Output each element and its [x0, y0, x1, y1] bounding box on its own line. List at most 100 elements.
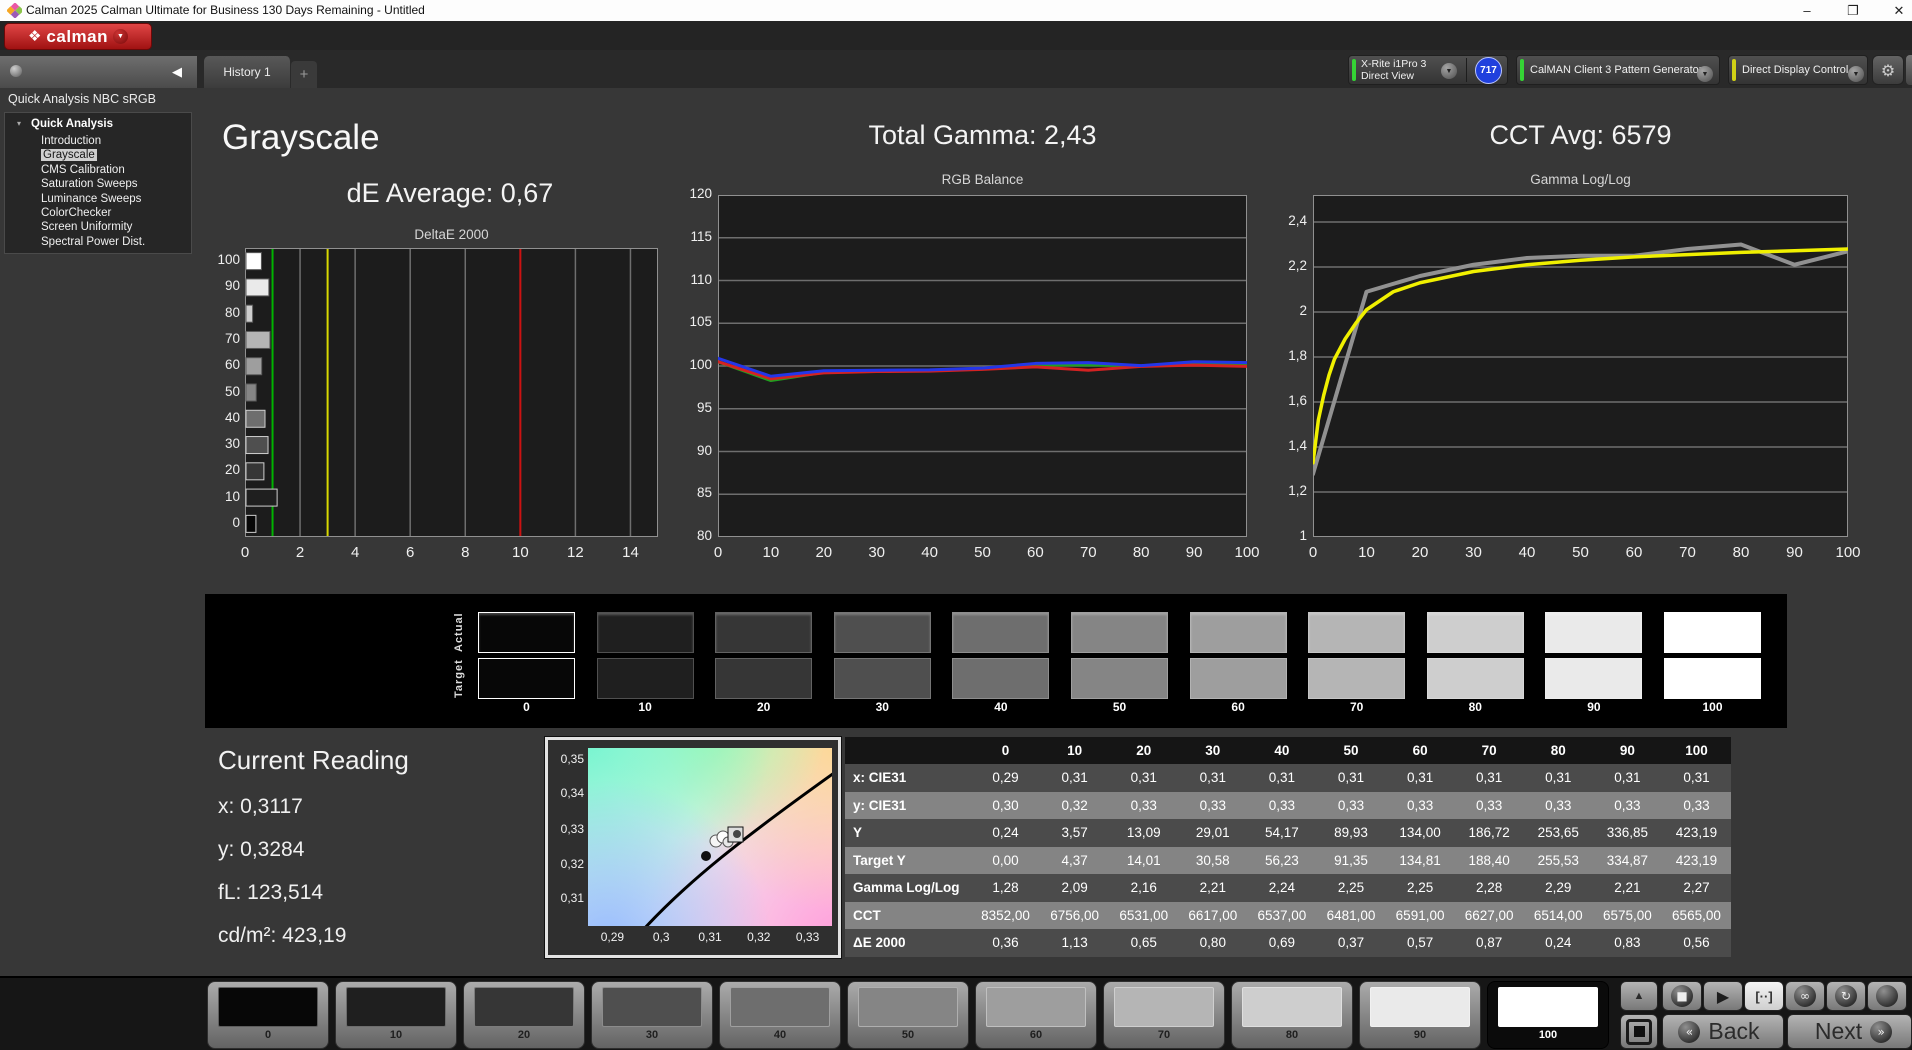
actual-row-label: Actual	[453, 612, 465, 653]
logo-row: ❖ calman ▼	[0, 21, 1912, 60]
pattern-level-button-100[interactable]: 100	[1487, 981, 1609, 1049]
chevron-down-icon: ▼	[113, 29, 129, 44]
sidebar-item-cms-calibration[interactable]: CMS Calibration	[41, 164, 125, 178]
table-cell: 1,28	[992, 880, 1019, 896]
axis-tick-label: 90	[1185, 544, 1203, 561]
sidebar-top-bar: ◀	[0, 56, 197, 88]
table-column-header: 40	[1274, 743, 1290, 758]
sidebar-item-label[interactable]: Grayscale	[41, 149, 97, 162]
restore-button[interactable]: ❐	[1847, 3, 1859, 18]
sidebar-item-grayscale[interactable]: Grayscale	[41, 149, 97, 163]
cie-y-tick: 0,32	[560, 857, 584, 871]
table-cell: 2,21	[1199, 880, 1226, 896]
refresh-button[interactable]: ↻	[1826, 981, 1866, 1011]
pattern-generator-status-bar	[1520, 59, 1524, 81]
axis-tick-label: 1	[1299, 528, 1307, 543]
axis-tick-label: 40	[921, 544, 938, 561]
sidebar-item-luminance-sweeps[interactable]: Luminance Sweeps	[41, 193, 141, 207]
close-button[interactable]: ✕	[1893, 3, 1905, 18]
sidebar-item-colorchecker[interactable]: ColorChecker	[41, 207, 111, 221]
table-cell: 0,33	[1268, 797, 1296, 813]
sidebar-item-label[interactable]: Luminance Sweeps	[41, 192, 142, 205]
pattern-level-button-60[interactable]: 60	[975, 981, 1097, 1049]
tree-expand-icon[interactable]: ▾	[17, 119, 22, 128]
axis-tick-label: 100	[1835, 544, 1861, 561]
tree-root-label[interactable]: Quick Analysis	[31, 118, 114, 130]
sidebar-item-label[interactable]: Introduction	[41, 135, 102, 147]
sidebar-item-screen-uniformity[interactable]: Screen Uniformity	[41, 221, 132, 235]
meter-orb-button[interactable]	[1867, 981, 1907, 1011]
tab-history-1[interactable]: History 1	[204, 56, 291, 88]
axis-tick-label: 80	[1732, 544, 1750, 561]
display-control-status-bar	[1732, 59, 1736, 81]
table-cell: 0,31	[1614, 770, 1641, 786]
pattern-level-button-20[interactable]: 20	[463, 981, 585, 1049]
pattern-generator-button[interactable]: CalMAN Client 3 Pattern Generator ▼	[1516, 55, 1720, 85]
sidebar-collapse-icon[interactable]: ◀	[172, 64, 182, 79]
window-size-up-button[interactable]: ▲	[1620, 981, 1658, 1011]
table-cell: 0,69	[1268, 935, 1296, 951]
axis-tick-label: 2	[1299, 303, 1307, 318]
series-blue	[716, 356, 1249, 378]
calman-diamond-icon: ❖	[27, 27, 42, 45]
pattern-level-button-40[interactable]: 40	[719, 981, 841, 1049]
display-control-button[interactable]: Direct Display Control ▼	[1728, 55, 1868, 85]
minimize-button[interactable]: –	[1803, 3, 1811, 18]
toolbar-edge-button[interactable]	[1906, 55, 1912, 85]
pattern-level-label: 60	[1029, 1029, 1043, 1041]
axis-tick-label: 85	[696, 485, 712, 501]
table-cell: 0,24	[992, 825, 1019, 841]
play-button[interactable]: ▶	[1703, 981, 1743, 1011]
add-tab-button[interactable]: +	[291, 61, 317, 88]
sidebar-item-label[interactable]: CMS Calibration	[41, 163, 125, 176]
deltae-bar-100	[245, 252, 262, 271]
pattern-window-button[interactable]: [··]	[1744, 981, 1784, 1011]
pattern-window-button[interactable]	[1620, 1014, 1658, 1049]
series-target	[1311, 247, 1850, 465]
sidebar-item-spectral-power-dist-[interactable]: Spectral Power Dist.	[41, 236, 145, 250]
pattern-level-button-90[interactable]: 90	[1359, 981, 1481, 1049]
deltae-bar-60	[245, 357, 263, 376]
deltae-bar-50	[245, 383, 257, 402]
sidebar-item-introduction[interactable]: Introduction	[41, 135, 101, 149]
meter-selector-button[interactable]: X-Rite i1Pro 3 Direct View ▼ 717	[1348, 55, 1508, 85]
table-cell: 6514,00	[1533, 907, 1583, 923]
pattern-level-label: 40	[773, 1029, 787, 1041]
table-cell: 2,16	[1130, 880, 1157, 896]
pattern-level-button-50[interactable]: 50	[847, 981, 969, 1049]
deltae-bar-90	[245, 278, 270, 297]
actual-swatch-0	[478, 612, 575, 653]
sidebar-item-label[interactable]: Screen Uniformity	[41, 221, 133, 234]
pattern-level-button-30[interactable]: 30	[591, 981, 713, 1049]
pattern-level-label: 100	[1538, 1029, 1558, 1041]
actual-swatch-90	[1545, 612, 1643, 653]
actual-swatch-20	[715, 612, 813, 653]
table-cell: 0,31	[1476, 770, 1503, 786]
target-swatch-0	[478, 658, 575, 699]
next-button[interactable]: Next »	[1787, 1014, 1912, 1049]
table-row: Target Y 0,00 4,37 14,01 30,58 56,23 91,35 134,…	[845, 846, 1731, 874]
rgb-balance-chart	[716, 195, 1249, 537]
pattern-level-button-80[interactable]: 80	[1231, 981, 1353, 1049]
sidebar-item-label[interactable]: ColorChecker	[41, 207, 112, 219]
settings-gear-icon[interactable]: ⚙	[1872, 55, 1904, 85]
pattern-level-button-70[interactable]: 70	[1103, 981, 1225, 1049]
pattern-level-button-10[interactable]: 10	[335, 981, 457, 1049]
sidebar-item-saturation-sweeps[interactable]: Saturation Sweeps	[41, 178, 138, 192]
deltae-bar-70	[245, 330, 271, 349]
table-cell: 29,01	[1195, 825, 1230, 841]
back-button[interactable]: « Back	[1662, 1014, 1784, 1049]
stop-button[interactable]: ■	[1662, 981, 1702, 1011]
cie-x-tick: 0,3	[652, 930, 670, 944]
axis-tick-label: 80	[1132, 544, 1150, 561]
pattern-level-button-0[interactable]: 0	[207, 981, 329, 1049]
infinity-button[interactable]: ∞	[1785, 981, 1825, 1011]
sidebar-item-label[interactable]: Saturation Sweeps	[41, 178, 138, 191]
table-cell: 0,57	[1406, 935, 1434, 951]
swatch-level-label: 10	[638, 700, 652, 714]
cie-overlay	[641, 771, 835, 932]
sidebar-item-label[interactable]: Spectral Power Dist.	[41, 235, 146, 248]
axis-tick-label: 20	[224, 462, 240, 478]
calman-menu-button[interactable]: ❖ calman ▼	[4, 23, 152, 50]
pattern-swatch	[1370, 987, 1470, 1027]
